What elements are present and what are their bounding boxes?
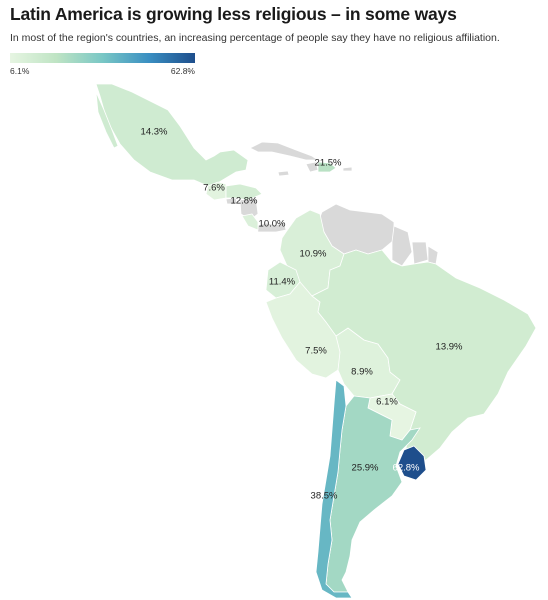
- legend-gradient-bar: [10, 53, 195, 63]
- label-brazil: 13.9%: [436, 342, 463, 353]
- map-subtitle: In most of the region's countries, an in…: [10, 32, 500, 44]
- cuba-shape: [249, 141, 320, 161]
- label-colombia: 10.9%: [300, 249, 327, 260]
- label-bolivia: 8.9%: [351, 367, 373, 378]
- value-labels: 14.3% 7.6% 12.8% 10.0% 21.5% 10.9% 11.4%…: [141, 127, 463, 502]
- honduras-shape: [225, 183, 263, 201]
- suriname-shape: [411, 241, 429, 265]
- panama-shape: [255, 221, 287, 233]
- map-title: Latin America is growing less religious …: [10, 4, 457, 24]
- no-data-regions: [225, 141, 439, 267]
- mexico-shape: [95, 83, 249, 187]
- label-costa-rica: 10.0%: [259, 219, 286, 230]
- label-chile: 38.5%: [311, 491, 338, 502]
- dominican-republic-shape: [317, 161, 337, 173]
- label-argentina: 25.9%: [352, 463, 379, 474]
- legend-min-label: 6.1%: [10, 66, 30, 76]
- data-regions: [95, 83, 537, 599]
- label-ecuador: 11.4%: [269, 277, 296, 288]
- label-uruguay: 62.8%: [393, 463, 420, 474]
- uruguay-shape: [397, 445, 427, 481]
- color-legend: 6.1% 62.8%: [10, 53, 195, 76]
- brazil-shape: [311, 249, 537, 461]
- label-mexico: 14.3%: [141, 127, 168, 138]
- jamaica-shape: [277, 170, 290, 177]
- label-honduras: 12.8%: [231, 196, 258, 207]
- label-dominican-republic: 21.5%: [315, 158, 342, 169]
- guyana-shape: [391, 225, 413, 267]
- baja-california-shape: [95, 91, 119, 149]
- french-guiana-shape: [427, 245, 439, 265]
- legend-max-label: 62.8%: [170, 66, 195, 76]
- label-peru: 7.5%: [305, 346, 327, 357]
- costa-rica-shape: [241, 213, 259, 231]
- label-paraguay: 6.1%: [376, 397, 398, 408]
- puerto-rico-shape: [342, 166, 353, 172]
- chile-shape: [315, 379, 353, 599]
- label-guatemala: 7.6%: [203, 183, 225, 194]
